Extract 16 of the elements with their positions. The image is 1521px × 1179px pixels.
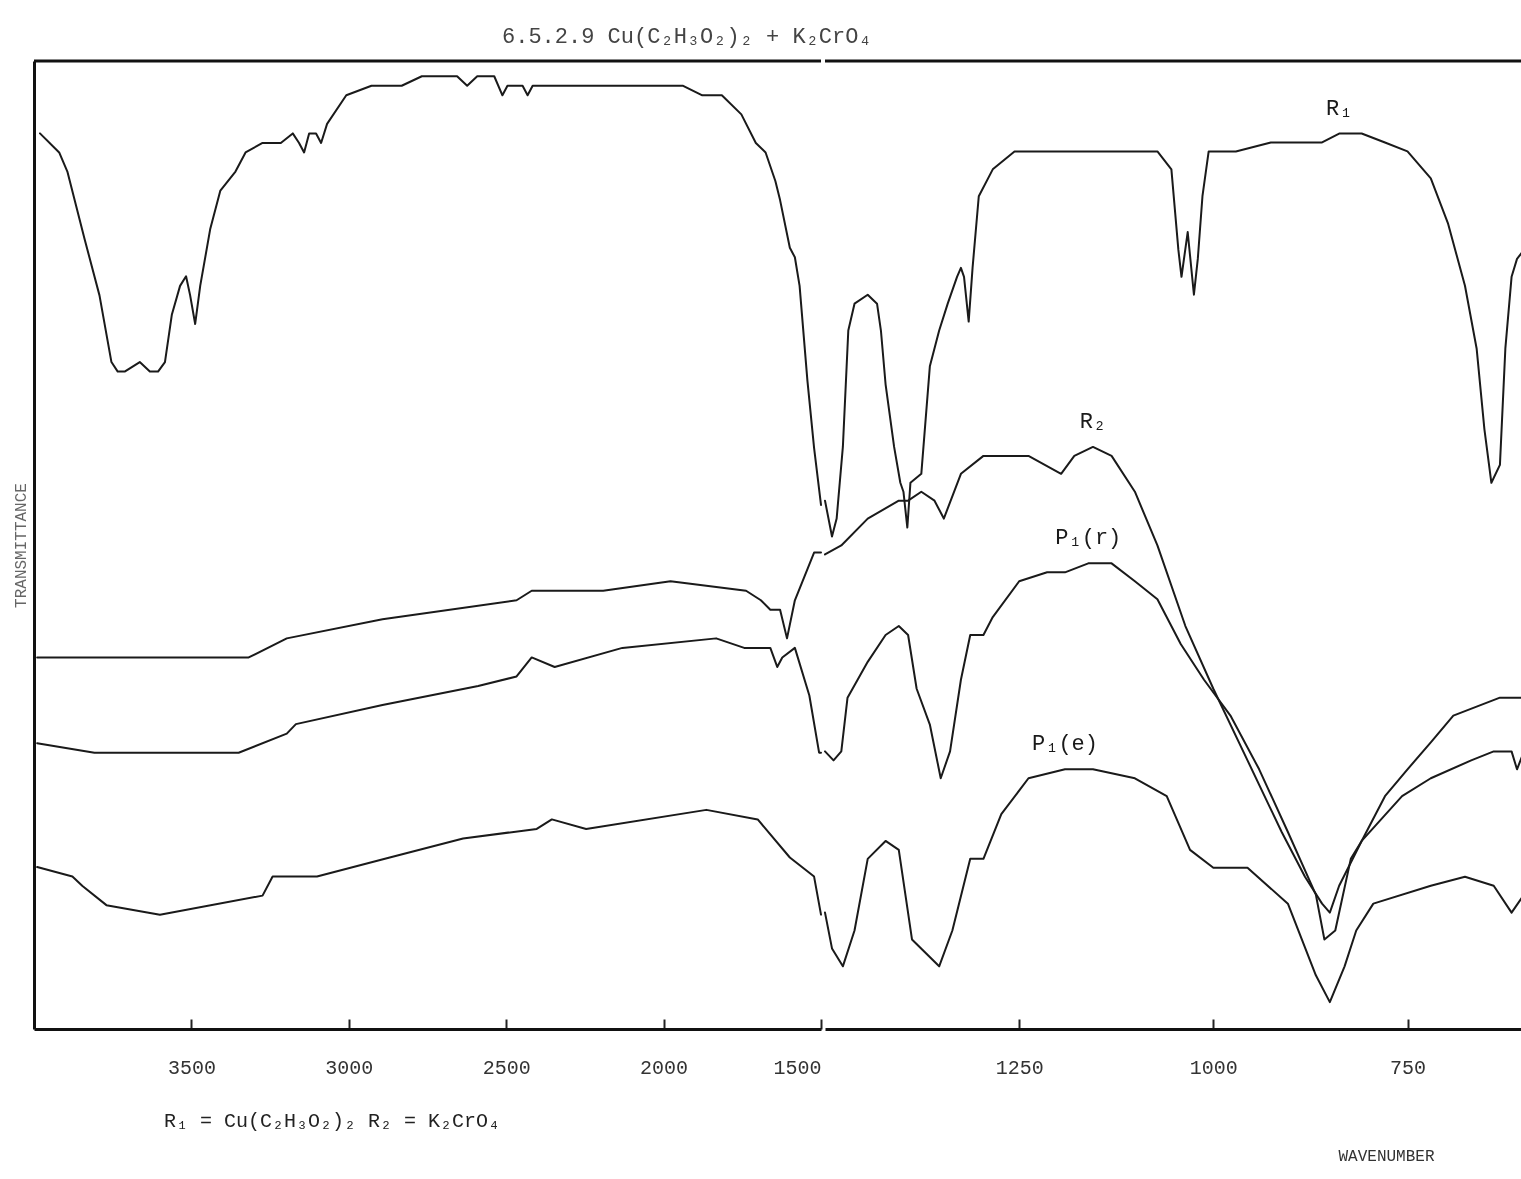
x-tick-label: 3500 <box>167 1056 216 1080</box>
chart-title: 6.5.2.9 Cu(C₂H₃O₂)₂ + K₂CrO₄ <box>502 24 872 50</box>
x-tick-label: 750 <box>1389 1056 1427 1080</box>
series-label: R₁ <box>1325 96 1353 122</box>
x-tick-label: 2500 <box>482 1056 531 1080</box>
x-tick-label: 1500 <box>773 1056 822 1080</box>
x-tick-label: 2000 <box>640 1056 689 1080</box>
x-axis-title: WAVENUMBER <box>1338 1147 1435 1166</box>
text: R₁ = Cu(C₂H₃O₂)₂ R₂ = K₂CrO₄ <box>164 1110 501 1133</box>
series-label: P₁(r) <box>1055 526 1122 552</box>
x-tick-label: 1000 <box>1189 1056 1238 1080</box>
series-label: P₁(e) <box>1031 732 1098 758</box>
y-axis-title: TRANSMITTANCE <box>12 483 31 608</box>
x-tick-label: 3000 <box>325 1056 374 1080</box>
series-label: R₂ <box>1079 409 1107 435</box>
x-tick-label: 1250 <box>995 1056 1044 1080</box>
